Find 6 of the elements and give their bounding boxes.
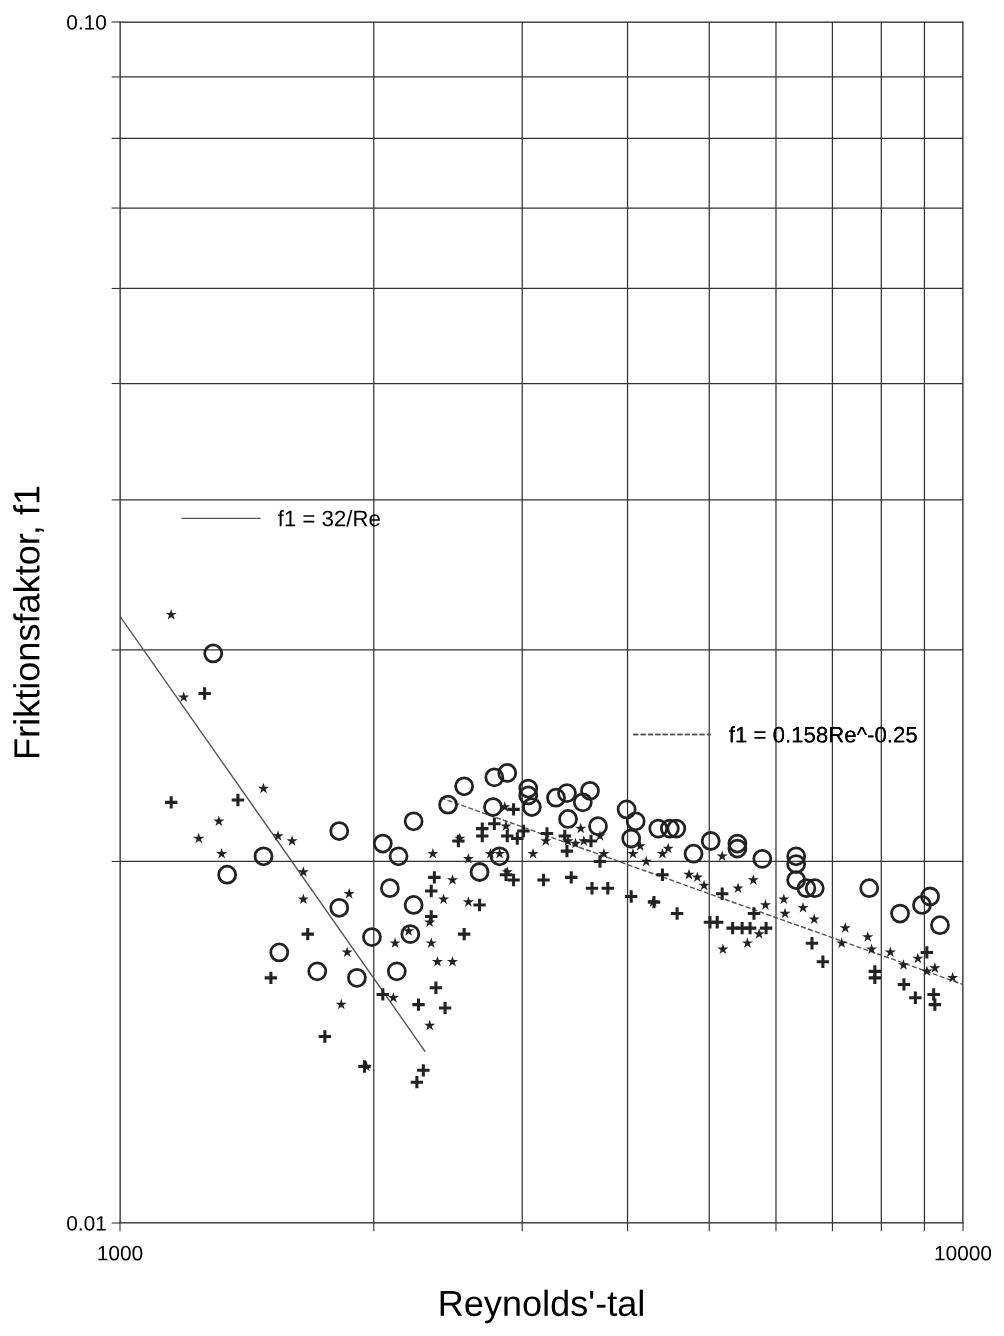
x-tick-label: 10000 <box>935 1245 992 1261</box>
x-tick-label: 1000 <box>98 1245 143 1261</box>
y-tick-label: 0.01 <box>67 1216 106 1231</box>
x-axis-title: Reynolds'-tal <box>440 1289 643 1324</box>
y-axis-title: Friktionsfaktor, f1 <box>13 486 44 757</box>
y-tick-label: 0.10 <box>67 15 106 30</box>
